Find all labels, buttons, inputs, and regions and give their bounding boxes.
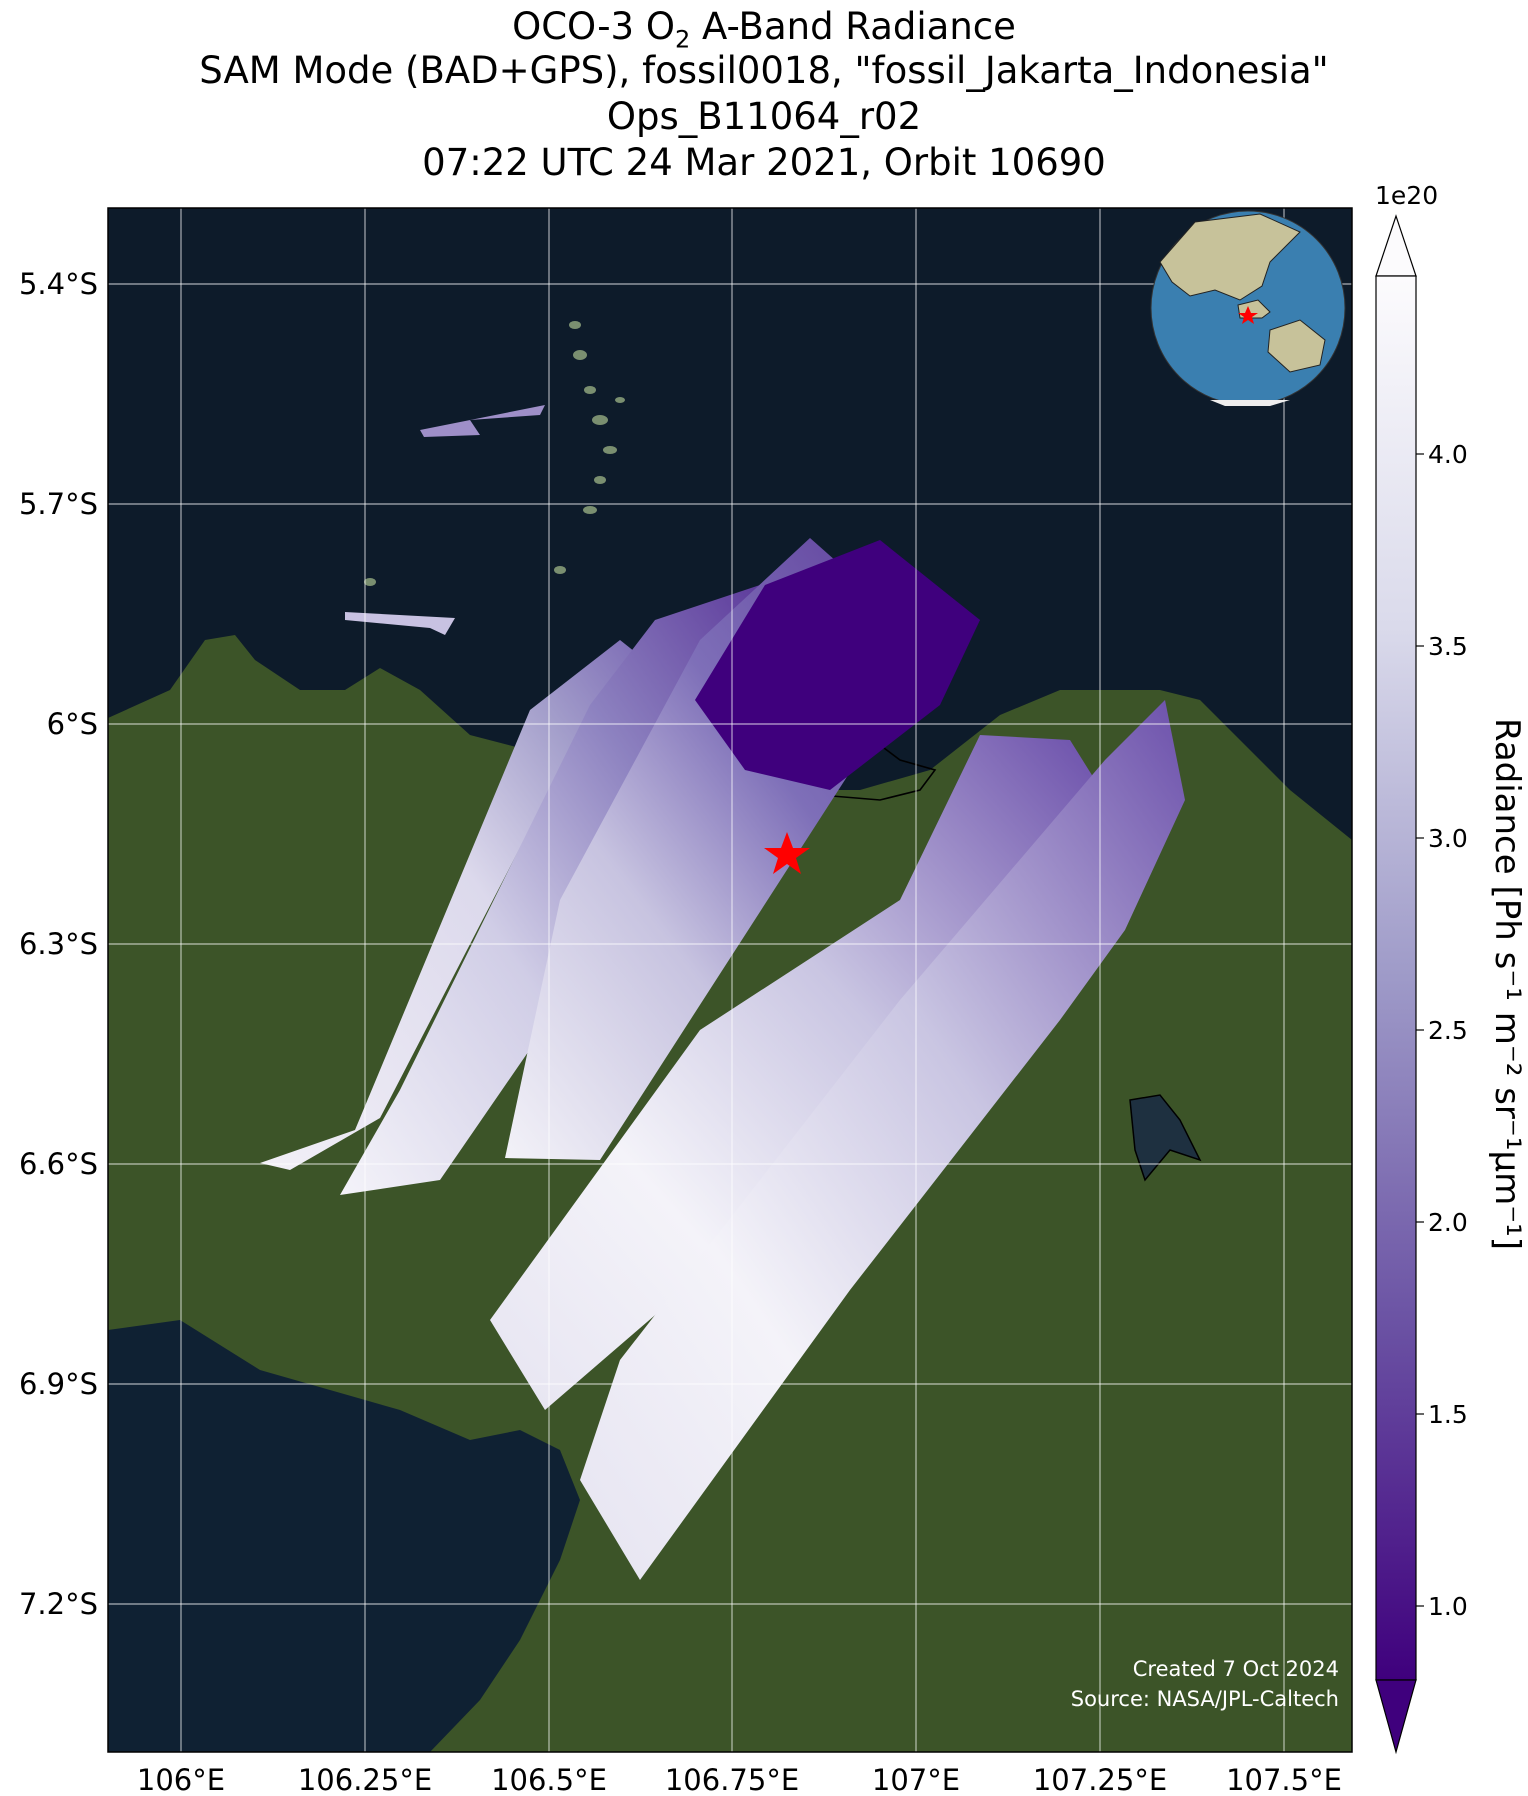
colorbar-tick: 2.5 xyxy=(1428,1016,1468,1045)
lat-label: 5.7°S xyxy=(19,487,98,521)
colorbar-tick: 4.0 xyxy=(1428,440,1468,469)
swath-7 xyxy=(345,612,455,635)
colorbar-exponent: 1e20 xyxy=(1375,181,1438,210)
title-line-2: SAM Mode (BAD+GPS), fossil0018, "fossil_… xyxy=(199,49,1329,92)
lat-label: 5.4°S xyxy=(19,267,98,301)
reservoir xyxy=(1129,1094,1202,1182)
map-area: Created 7 Oct 2024 Source: NASA/JPL-Calt… xyxy=(108,208,1352,1752)
credit-source: Source: NASA/JPL-Caltech xyxy=(1071,1687,1339,1711)
swath-3b xyxy=(695,540,980,790)
lon-label: 106°E xyxy=(137,1763,225,1796)
lon-label: 106.75°E xyxy=(665,1763,799,1796)
lon-label: 106.25°E xyxy=(298,1763,432,1796)
lon-label: 106.5°E xyxy=(491,1763,607,1796)
lat-label: 6°S xyxy=(47,707,98,741)
colorbar-extend-bottom xyxy=(1375,1679,1417,1755)
title-line-1: OCO-3 O2 A-Band Radiance xyxy=(512,5,1016,54)
map-border xyxy=(107,207,1353,1753)
colorbar-tick: 1.5 xyxy=(1428,1400,1468,1429)
target-star-icon xyxy=(764,832,810,874)
lat-labels: 5.4°S 5.7°S 6°S 6.3°S 6.6°S 6.9°S 7.2°S xyxy=(19,267,98,1621)
colorbar-extend-top xyxy=(1375,214,1417,277)
title-line-3: Ops_B11064_r02 xyxy=(606,95,922,138)
colorbar-tick: 2.0 xyxy=(1428,1208,1468,1237)
lat-label: 6.9°S xyxy=(19,1367,98,1401)
lat-label: 6.3°S xyxy=(19,927,98,961)
south-bay xyxy=(108,1320,580,1752)
colorbar-label: Radiance [Ph s⁻¹ m⁻² sr⁻¹μm⁻¹] xyxy=(1487,718,1527,1250)
lon-label: 107°E xyxy=(872,1763,960,1796)
swath-6 xyxy=(420,405,545,437)
swath-5 xyxy=(580,700,1185,1580)
thousand-islands xyxy=(364,321,625,586)
swath-4 xyxy=(490,735,1095,1410)
lon-label: 107.25°E xyxy=(1033,1763,1167,1796)
colorbar-tick: 1.0 xyxy=(1428,1592,1468,1621)
colorbar: 1e20 1.0 1.5 2.0 2.5 3.0 3.5 4.0 Radianc… xyxy=(1375,181,1527,1755)
gridlines xyxy=(108,208,1352,1752)
inset-globe xyxy=(1150,210,1346,406)
colorbar-tick: 3.5 xyxy=(1428,632,1468,661)
credit-created: Created 7 Oct 2024 xyxy=(1133,1657,1339,1681)
colorbar-tick: 3.0 xyxy=(1428,824,1468,853)
lat-label: 7.2°S xyxy=(19,1587,98,1621)
title-line-4: 07:22 UTC 24 Mar 2021, Orbit 10690 xyxy=(422,141,1106,184)
colorbar-gradient xyxy=(1375,275,1417,1681)
lon-labels: 106°E 106.25°E 106.5°E 106.75°E 107°E 10… xyxy=(137,1763,1342,1796)
lon-label: 107.5°E xyxy=(1226,1763,1342,1796)
lat-label: 6.6°S xyxy=(19,1147,98,1181)
